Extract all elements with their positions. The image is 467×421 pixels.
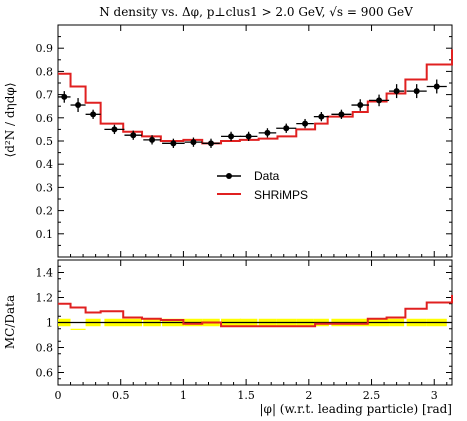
ratio-shrimps-step [58,295,453,328]
ratio-uncertainty-band [70,328,86,330]
ratio-y-tick-label: 1 [46,317,53,330]
ratio-y-tick-label: 0.6 [36,367,54,380]
data-point [264,129,271,136]
main-y-tick-label: 0.7 [36,89,54,102]
x-tick-label: 2 [305,389,312,402]
shrimps-step-line [58,49,453,145]
legend-data-marker [226,173,232,179]
ratio-y-tick-label: 1.2 [36,292,54,305]
data-point [413,88,420,95]
data-point [61,93,68,100]
x-tick-label: 1 [180,389,187,402]
main-y-tick-label: 0.3 [36,181,54,194]
main-y-tick-label: 0.4 [36,158,54,171]
data-point [90,111,97,118]
data-point [130,132,137,139]
data-point [393,88,400,95]
main-y-tick-label: 0.8 [36,65,54,78]
x-tick-label: 3 [431,389,438,402]
chart-title: N density vs. Δφ, p⊥clus1 > 2.0 GeV, √s … [99,5,413,19]
data-point [433,83,440,90]
data-point [338,111,345,118]
legend-shrimps-label: SHRiMPS [254,188,308,202]
main-y-axis-label: ⟨d²N / dηdφ⟩ [3,83,17,158]
x-tick-label: 0 [55,389,62,402]
data-point [245,133,252,140]
main-y-tick-label: 0.2 [36,205,54,218]
main-plot-panel: 0.1 0.2 0.3 0.4 0.5 0.6 0.7 0.8 0.9 [36,24,453,258]
data-point [170,140,177,147]
legend-data-label: Data [254,169,280,183]
data-point [75,102,82,109]
data-point [111,126,118,133]
data-point [302,120,309,127]
main-y-tick-label: 0.9 [36,42,54,55]
legend: Data SHRiMPS [217,169,308,202]
x-axis-label: |φ| (w.r.t. leading particle) [rad] [260,402,453,416]
main-y-tick-label: 0.5 [36,135,54,148]
data-point [318,113,325,120]
data-point [228,133,235,140]
data-point [283,125,290,132]
data-point [357,102,364,109]
ratio-plot-panel: 0 0.5 1 1.5 2 2.5 3 0.6 0.8 1 1.2 1.4 [36,259,453,402]
ratio-y-axis-label: MC/Data [3,295,17,349]
x-tick-label: 1.5 [237,389,255,402]
data-point [149,136,156,143]
x-tick-label: 0.5 [112,389,130,402]
main-y-tick-label: 0.6 [36,112,54,125]
data-point [190,139,197,146]
x-tick-label: 2.5 [363,389,381,402]
data-point [208,140,215,147]
data-point [376,97,383,104]
ratio-y-tick-label: 1.4 [36,267,54,280]
main-y-tick-label: 0.1 [36,228,54,241]
ratio-y-tick-label: 0.8 [36,342,54,355]
main-plot-frame [57,24,453,258]
